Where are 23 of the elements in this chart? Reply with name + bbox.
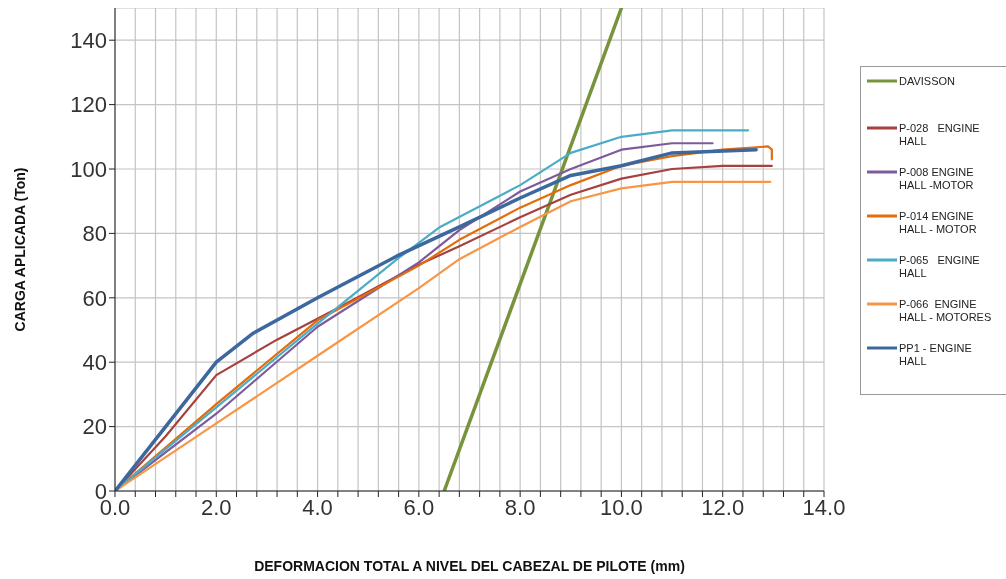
y-tick-label: 140 [70,28,107,54]
x-tick-label: 12.0 [701,494,745,520]
y-axis-title: CARGA APLICADA (Ton) [11,167,28,332]
x-tick-label: 14.0 [802,494,846,520]
legend-label: PP1 - ENGINE HALL [899,342,973,368]
x-tick-label: 4.0 [302,494,333,520]
legend-label: P-014 ENGINE HALL - MOTOR [899,210,978,236]
y-tick-label: 100 [70,156,107,182]
y-tick-label: 80 [82,221,107,247]
x-tick-label: 6.0 [403,494,435,520]
y-tick-label: 20 [82,414,107,440]
x-tick-label: 2.0 [200,494,232,520]
legend-label: DAVISSON [899,75,957,88]
legend-label: P-065 ENGINE HALL [899,254,981,280]
y-tick-label: 40 [82,350,107,376]
legend-label: P-028 ENGINE HALL [899,122,981,148]
y-tick-label: 60 [82,285,107,311]
y-tick-label: 120 [70,92,107,118]
legend-label: P-008 ENGINE HALL -MOTOR [899,166,975,192]
legend-label: P-066 ENGINE HALL - MOTORES [899,298,993,324]
x-axis-title: DEFORMACION TOTAL A NIVEL DEL CABEZAL DE PILOTE (mm) [254,558,685,574]
x-tick-label: 8.0 [504,494,536,520]
x-tick-label: 10.0 [600,494,643,520]
